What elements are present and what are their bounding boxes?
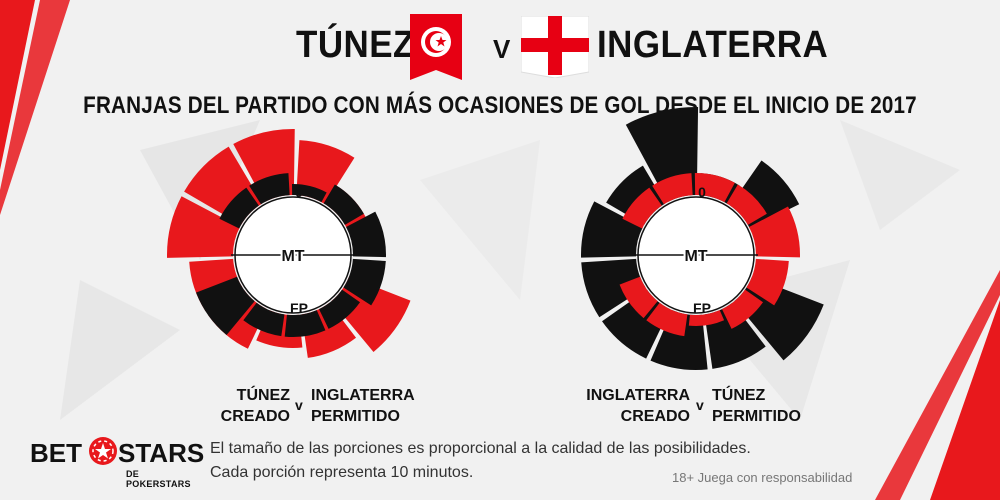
chart2-right-slice-45-55 bbox=[746, 258, 789, 306]
chart-headline: FRANJAS DEL PARTIDO CON MÁS OCASIONES DE… bbox=[83, 92, 917, 119]
footnote-proportion: El tamaño de las porciones es proporcion… bbox=[210, 440, 751, 457]
chart1-left-slice-85-90 bbox=[331, 276, 411, 352]
chart1-right-slice-0-10 bbox=[219, 187, 259, 229]
chart2-start-label: 0 bbox=[698, 184, 706, 200]
chart2-left-slice-85-90 bbox=[734, 276, 824, 361]
footnote-slice-duration: Cada porción representa 10 minutos. bbox=[210, 464, 474, 481]
england-flag-icon bbox=[521, 16, 589, 78]
chart2-right-slice-75-85 bbox=[646, 302, 688, 337]
chart2-left-line2: CREADO bbox=[620, 408, 690, 425]
chart2-right-slice-30-40 bbox=[726, 184, 767, 225]
chart1-center-label: MT bbox=[281, 248, 304, 265]
chart1-right-slice-10-20 bbox=[249, 173, 290, 205]
chart2-right-slice-65-75 bbox=[688, 310, 725, 326]
betstars-logo: BET STARS DE POKERSTARS bbox=[30, 437, 204, 489]
chart1-right-slice-20-30 bbox=[292, 184, 327, 203]
versus-label: V bbox=[493, 34, 511, 64]
logo-subtitle: DE POKERSTARS bbox=[126, 469, 191, 489]
logo-bet-text: BET bbox=[30, 438, 82, 468]
chart1-right-slice-45-55 bbox=[343, 258, 386, 306]
chart2-vs-label: v bbox=[696, 397, 704, 413]
chart2-right-slice-0-10 bbox=[622, 187, 662, 229]
team-right-name: INGLATERRA bbox=[597, 24, 829, 66]
chart2-right-slice-40-45 bbox=[749, 206, 800, 258]
chart1-right-line1: INGLATERRA bbox=[311, 387, 415, 404]
logo-stars-text: STARS bbox=[118, 438, 205, 468]
chart2-center-label: MT bbox=[684, 248, 707, 265]
poker-chip-star-icon bbox=[89, 437, 117, 465]
chart1-right-slice-75-85 bbox=[243, 302, 285, 337]
chart1-right-slice-55-65 bbox=[319, 289, 361, 329]
chart1-right-slice-85-90 bbox=[196, 276, 255, 336]
chart1-end-label: FP bbox=[290, 300, 308, 316]
chart1-right-slice-40-45 bbox=[346, 211, 386, 258]
chart2-right-slice-10-20 bbox=[652, 173, 693, 205]
chart2-left-line1: INGLATERRA bbox=[586, 387, 690, 404]
chart1-left-slice-40-45 bbox=[167, 196, 240, 258]
responsible-gaming-note: 18+ Juega con responsabilidad bbox=[672, 470, 853, 485]
chart2-left-slice-45-55 bbox=[581, 258, 646, 318]
match-header: TÚNEZ V INGLATERRA bbox=[0, 10, 1000, 80]
chart2-right-slice-20-30 bbox=[694, 173, 735, 203]
chart2-right-slice-85-90 bbox=[619, 276, 658, 319]
chart2-left-label: INGLATERRA CREADO bbox=[580, 385, 690, 427]
chart2-right-line2: PERMITIDO bbox=[712, 408, 801, 425]
chart2-right-line1: TÚNEZ bbox=[712, 387, 766, 404]
chart1-right-slice-30-40 bbox=[323, 184, 364, 225]
chart2-left-slice-55-65 bbox=[602, 289, 670, 359]
chart1-start-label: 0 bbox=[295, 184, 303, 200]
chart2-left-slice-40-45 bbox=[581, 201, 643, 258]
chart1-right-label: INGLATERRA PERMITIDO bbox=[311, 385, 415, 427]
chart1-vs-label: v bbox=[295, 397, 303, 413]
chart1-left-label: TÚNEZ CREADO bbox=[198, 385, 290, 427]
chart1-left-line2: CREADO bbox=[220, 408, 290, 425]
chart1-right-slice-65-75 bbox=[284, 310, 326, 337]
team-left-name: TÚNEZ bbox=[296, 24, 415, 66]
chart2-right-slice-55-65 bbox=[722, 289, 764, 329]
chart2-end-label: FP bbox=[693, 300, 711, 316]
chart2-right-label: TÚNEZ PERMITIDO bbox=[712, 385, 801, 427]
tunisia-flag-icon bbox=[410, 14, 462, 80]
chart1-left-line1: TÚNEZ bbox=[236, 387, 290, 404]
chart1-right-line2: PERMITIDO bbox=[311, 408, 400, 425]
